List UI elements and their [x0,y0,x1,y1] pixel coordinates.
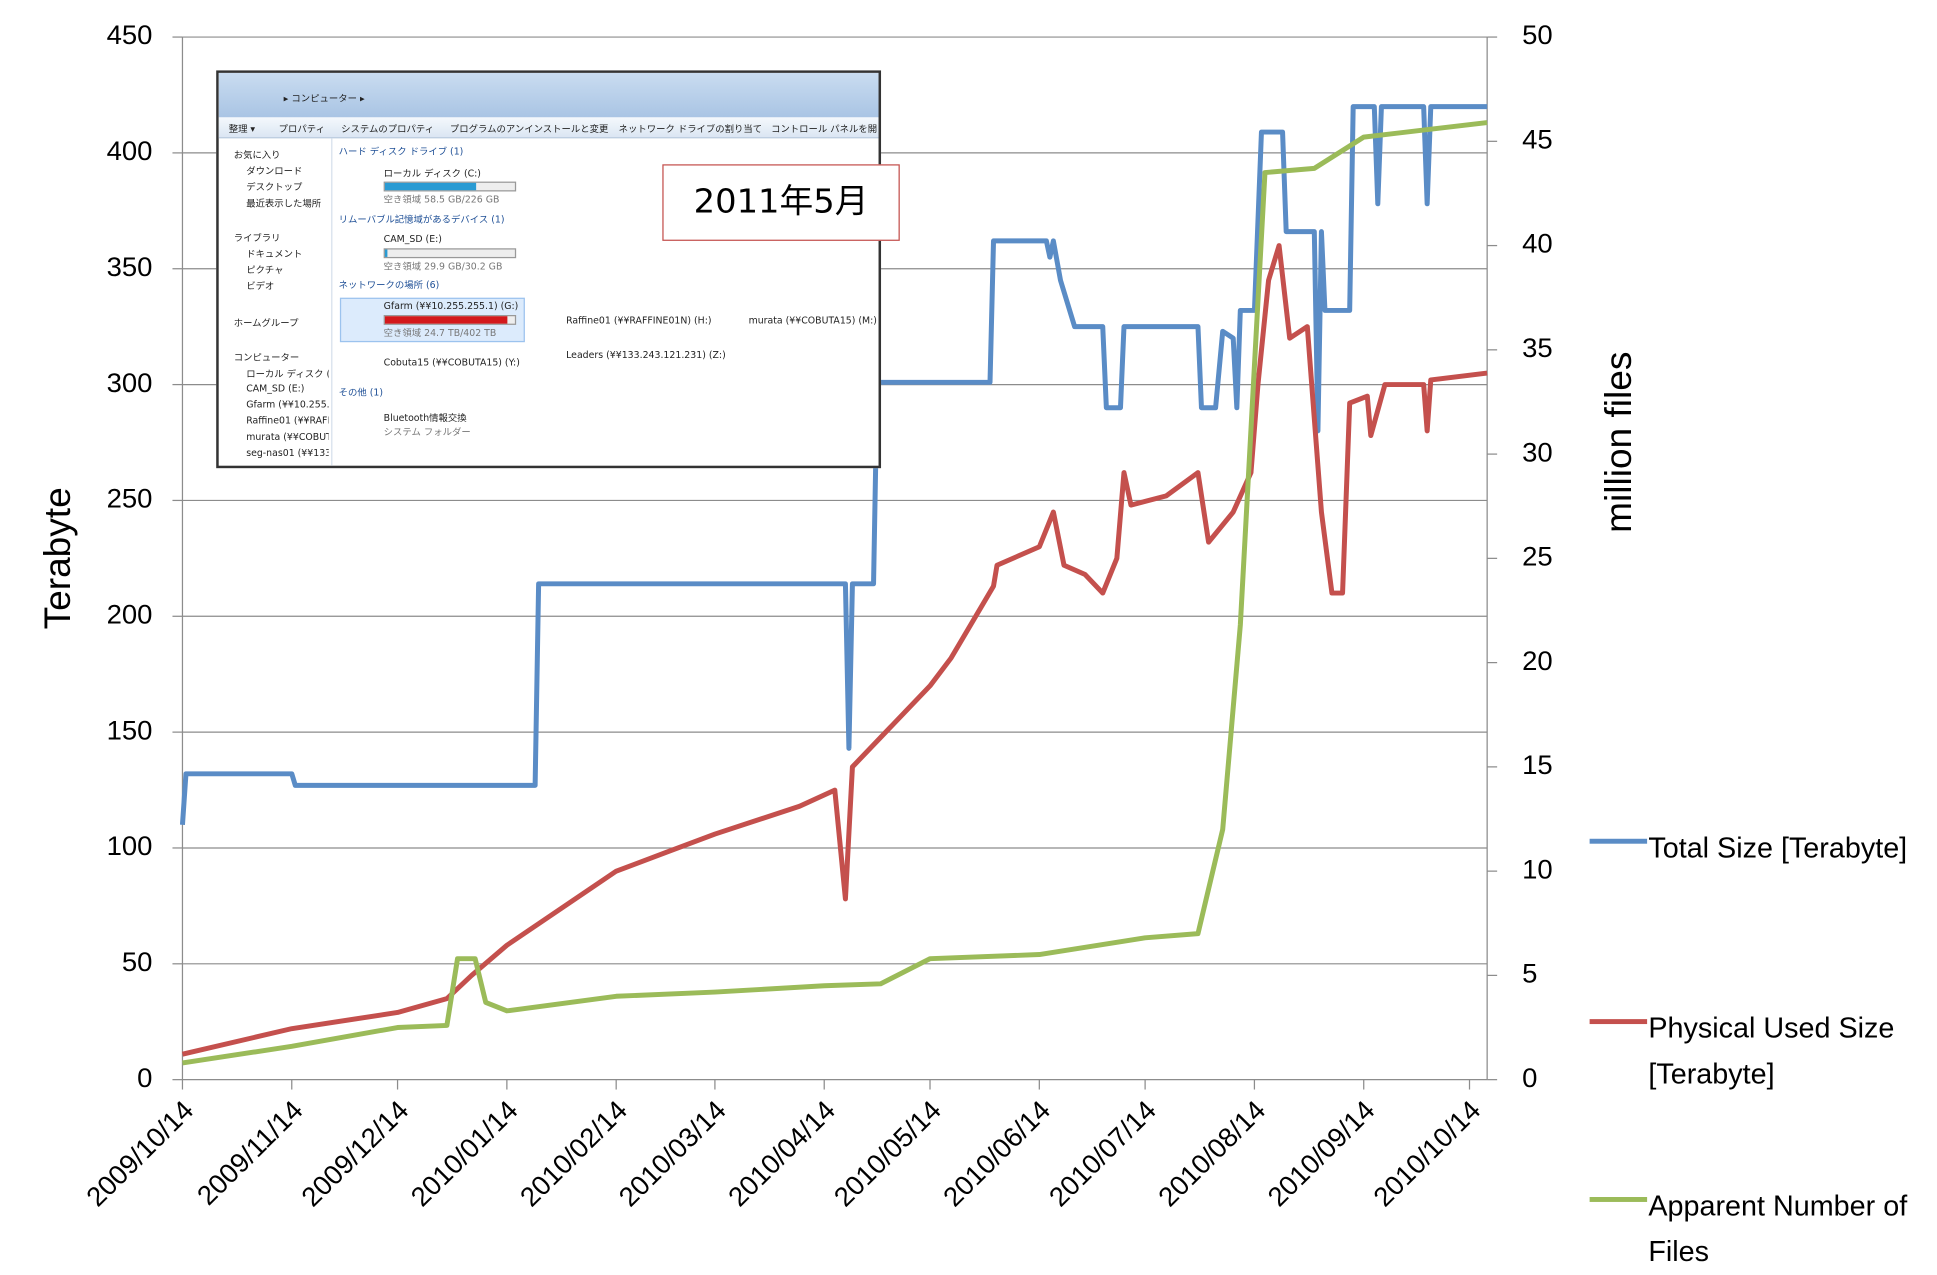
sidebar-item: ピクチャ [246,263,283,277]
x-tick-label: 2009/12/14 [295,1094,414,1212]
sidebar-item: Raffine01 (¥¥RAFFINE01N) (H:) [246,415,328,426]
sidebar-item: ライブラリ [234,231,281,245]
toolbar-item: プロパティ [279,122,325,136]
sidebar-item: コンピューター [234,351,300,365]
sidebar-item: Gfarm (¥¥10.255.255.1) (G:) [246,399,328,410]
y-tick-label: 400 [107,135,153,166]
legend-swatch [1590,1019,1647,1024]
toolbar-item: システムのプロパティ [341,122,434,136]
x-tick-label: 2010/07/14 [1043,1094,1162,1212]
x-tick-label: 2010/04/14 [722,1094,841,1212]
drive: Gfarm (¥¥10.255.255.1) (G:) [384,300,519,311]
drive: Leaders (¥¥133.243.121.231) (Z:) [566,350,726,361]
free: 空き領域 24.7 TB/402 TB [384,326,497,340]
legend-item: Total Size [Terabyte] [1590,825,1937,871]
y-tick-label: 450 [107,19,153,50]
y-tick-label: 50 [122,946,153,977]
y2-tick-label: 35 [1522,332,1553,363]
x-tick-label: 2010/05/14 [828,1094,947,1212]
legend-label: Total Size [Terabyte] [1590,825,1937,871]
toolbar-item: ネットワーク ドライブの割り当て [619,122,763,136]
y-tick-label: 300 [107,367,153,398]
address: ▸ コンピューター ▸ [284,91,365,105]
sidebar-item: murata (¥¥COBUTA15) (M:) [246,431,328,442]
explorer-screenshot: ▸ コンピューター ▸ 整理 ▾ プロパティ システムのプロパティ プログラムのアンイ… [216,70,881,468]
sidebar-item: ビデオ [246,279,274,293]
sidebar-item: ダウンロード [246,164,302,178]
sidebar-item: お気に入り [234,148,281,162]
y2-tick-label: 25 [1522,541,1553,572]
x-tick-label: 2010/01/14 [404,1094,523,1212]
legend-swatch [1590,1197,1647,1202]
y-tick-label: 250 [107,483,153,514]
y-tick-label: 100 [107,830,153,861]
usage-bar [384,315,516,325]
free: 空き領域 29.9 GB/30.2 GB [384,259,503,273]
x-tick-label: 2010/08/14 [1152,1094,1271,1212]
sidebar-item: ドキュメント [246,247,302,261]
x-tick-label: 2010/09/14 [1261,1094,1380,1212]
stage: Terabyte million files 05010015020025030… [0,0,1937,1260]
drive: CAM_SD (E:) [384,233,442,244]
y2-axis-title: million files [1597,352,1639,533]
y-axis-title: Terabyte [36,487,78,629]
y-tick-label: 200 [107,599,153,630]
x-tick-label: 2009/10/14 [80,1094,199,1212]
sidebar-item: seg-nas01 (¥¥133.243.121.231) [246,447,328,458]
y2-tick-label: 20 [1522,645,1553,676]
x-tick-label: 2010/10/14 [1367,1094,1486,1212]
toolbar-item: プログラムのアンインストールと変更 [450,122,608,136]
y2-tick-label: 5 [1522,958,1537,989]
y2-tick-label: 0 [1522,1062,1537,1093]
y2-tick-label: 10 [1522,853,1553,884]
folder-type: システム フォルダー [384,425,471,439]
sidebar-item: ホームグループ [234,316,299,330]
x-tick-label: 2010/03/14 [612,1094,731,1212]
usage-bar [384,248,516,258]
toolbar-item: コントロール パネルを開く [771,122,881,136]
group: リムーバブル記憶域があるデバイス (1) [339,212,505,226]
free: 空き領域 58.5 GB/226 GB [384,193,500,207]
y2-tick-label: 50 [1522,19,1553,50]
x-tick-label: 2009/11/14 [191,1094,309,1211]
legend-item: Apparent Number of Files [1590,1183,1937,1274]
x-tick-label: 2010/06/14 [937,1094,1056,1212]
toolbar-item: 整理 ▾ [229,122,255,136]
y-tick-label: 0 [137,1062,152,1093]
drive: ローカル ディスク (C:) [384,167,481,181]
y2-tick-label: 45 [1522,124,1553,155]
drive: Bluetooth情報交換 [384,411,467,425]
y-tick-label: 150 [107,714,153,745]
drive: murata (¥¥COBUTA15) (M:) [749,315,877,326]
drive: Cobuta15 (¥¥COBUTA15) (Y:) [384,357,520,368]
legend-swatch [1590,839,1647,844]
sidebar-item: CAM_SD (E:) [246,383,304,394]
annotation: 2011年5月 [662,164,899,241]
y-tick-label: 350 [107,251,153,282]
sidebar-item: デスクトップ [246,180,302,194]
y2-tick-label: 15 [1522,749,1553,780]
drive: Raffine01 (¥¥RAFFINE01N) (H:) [566,315,711,326]
group: その他 (1) [339,385,383,399]
group: ネットワークの場所 (6) [339,278,440,292]
legend-item: Physical Used Size [Terabyte] [1590,1006,1937,1097]
sidebar-item: ローカル ディスク (C:) [246,367,328,381]
group: ハード ディスク ドライブ (1) [339,145,464,159]
y2-tick-label: 30 [1522,436,1553,467]
sidebar-item: 最近表示した場所 [246,196,321,210]
y2-tick-label: 40 [1522,228,1553,259]
usage-bar [384,182,516,192]
